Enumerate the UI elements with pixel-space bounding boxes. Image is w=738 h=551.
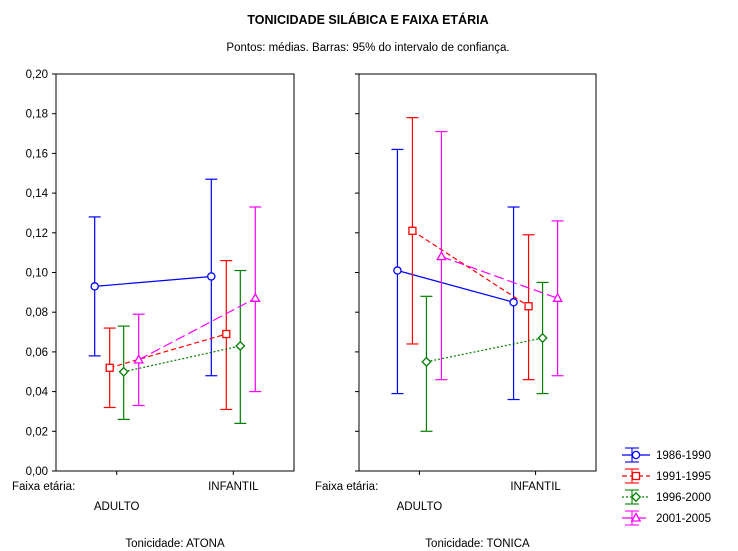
data-point-1986-1990 bbox=[207, 272, 216, 281]
legend-label: 1991-1995 bbox=[656, 471, 711, 483]
legend-item: 1991-1995 bbox=[622, 468, 711, 484]
x-axis-name: Faixa etária: bbox=[12, 481, 75, 493]
data-point-1991-1995 bbox=[524, 302, 533, 311]
legend-label: 1996-2000 bbox=[656, 492, 711, 504]
data-point-2001-2005 bbox=[436, 250, 447, 261]
x-category-label: ADULTO bbox=[94, 501, 140, 513]
data-point-1986-1990 bbox=[509, 298, 518, 307]
data-point-1996-2000 bbox=[537, 332, 548, 344]
panel-label: Tonicidade: ATONA bbox=[125, 538, 225, 550]
y-tick-label: 0,00 bbox=[26, 466, 48, 478]
series-line-1991-1995 bbox=[412, 230, 529, 307]
y-tick-label: 0,12 bbox=[26, 228, 48, 240]
legend-item: 1996-2000 bbox=[622, 489, 711, 505]
y-tick-label: 0,08 bbox=[26, 307, 48, 319]
data-point-1991-1995 bbox=[222, 329, 231, 339]
legend-item: 2001-2005 bbox=[622, 510, 711, 526]
x-category-label: ADULTO bbox=[397, 501, 443, 513]
y-tick-label: 0,18 bbox=[26, 109, 48, 121]
series-line-2001-2005 bbox=[138, 297, 256, 361]
data-point-1991-1995 bbox=[105, 363, 114, 372]
data-point-2001-2005 bbox=[552, 292, 563, 302]
x-category-label: INFANTIL bbox=[208, 481, 259, 493]
x-category-label: INFANTIL bbox=[510, 481, 561, 493]
x-axis-name: Faixa etária: bbox=[315, 481, 378, 493]
y-tick-label: 0,14 bbox=[26, 188, 49, 200]
legend-label: 1986-1990 bbox=[656, 450, 711, 462]
y-tick-label: 0,20 bbox=[26, 69, 48, 81]
y-tick-label: 0,04 bbox=[26, 387, 49, 399]
chart-subtitle: Pontos: médias. Barras: 95% do intervalo… bbox=[226, 42, 509, 54]
legend-marker bbox=[631, 471, 641, 481]
legend-marker bbox=[631, 450, 641, 460]
series-line-1991-1995 bbox=[109, 333, 227, 369]
legend: 1986-1990 1991-1995 1996-2000 2001-2005 bbox=[622, 447, 711, 526]
data-point-2001-2005 bbox=[250, 292, 261, 302]
data-point-1996-2000 bbox=[235, 340, 246, 352]
plot-area: 0,00 0,02 0,04 0,06 0,08 0,10 0,12 0,14 0,16 0,18… bbox=[12, 69, 597, 550]
series-line-1996-2000 bbox=[426, 337, 543, 363]
legend-label: 2001-2005 bbox=[656, 513, 711, 525]
y-tick-label: 0,02 bbox=[26, 426, 48, 438]
legend-marker bbox=[630, 491, 642, 503]
panel-frame bbox=[55, 73, 295, 472]
chart-title: TONICIDADE SILÁBICA E FAIXA ETÁRIA bbox=[247, 12, 488, 27]
series-line-1986-1990 bbox=[397, 269, 514, 303]
legend-item: 1986-1990 bbox=[622, 447, 711, 463]
y-tick-label: 0,16 bbox=[26, 148, 48, 160]
data-point-1986-1990 bbox=[90, 282, 99, 291]
data-point-1986-1990 bbox=[393, 266, 402, 275]
data-point-1991-1995 bbox=[408, 226, 417, 235]
panel-label: Tonicidade: TONICA bbox=[425, 538, 530, 550]
y-tick-label: 0,06 bbox=[26, 347, 48, 359]
y-tick-label: 0,10 bbox=[26, 268, 48, 280]
data-point-2001-2005 bbox=[133, 354, 144, 364]
series-line-1986-1990 bbox=[94, 275, 212, 287]
data-point-1996-2000 bbox=[118, 366, 129, 377]
legend-marker bbox=[630, 512, 642, 522]
series-line-2001-2005 bbox=[441, 256, 558, 299]
data-point-1996-2000 bbox=[421, 356, 432, 367]
